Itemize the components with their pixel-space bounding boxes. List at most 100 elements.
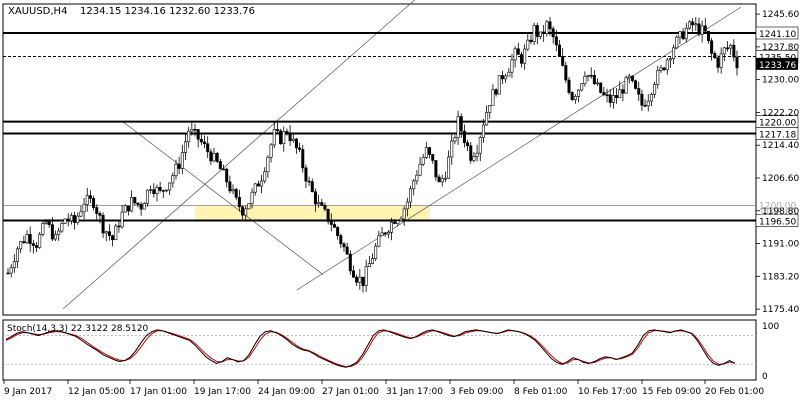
price-tick-label-7: 1191.00 — [762, 240, 799, 250]
candle-body — [428, 147, 432, 155]
candle-body — [611, 95, 615, 103]
candle-body — [193, 128, 197, 131]
candle-body — [554, 36, 558, 46]
candle-body — [294, 138, 298, 149]
candle-body — [136, 202, 140, 205]
candle-body — [402, 208, 406, 220]
candle-body — [244, 208, 248, 216]
candle-body — [57, 230, 61, 235]
candle-body — [624, 77, 628, 94]
candle-body — [713, 53, 717, 59]
candle-body — [158, 187, 162, 191]
candle-body — [615, 95, 619, 99]
candle-body — [672, 47, 676, 59]
candle-body — [710, 40, 714, 54]
candle-body — [386, 232, 390, 235]
candle-body — [735, 56, 739, 69]
candle-body — [260, 180, 264, 187]
candle-body — [291, 138, 295, 141]
chart-symbol: XAUUSD,H4 — [8, 6, 67, 17]
candle-body — [586, 75, 590, 77]
candle-body — [54, 234, 58, 240]
candle-body — [668, 58, 672, 61]
candle-body — [583, 76, 587, 85]
candle-body — [599, 82, 603, 93]
candle-body — [697, 23, 701, 35]
candle-body — [538, 31, 542, 37]
candle-body — [152, 189, 156, 195]
candle-body — [218, 161, 222, 170]
candle-body — [44, 221, 48, 224]
candle-body — [171, 175, 175, 184]
candle-body — [180, 152, 184, 169]
candle-body — [79, 211, 83, 217]
candle-body — [149, 189, 153, 191]
candle-body — [684, 27, 688, 40]
candle-body — [126, 205, 130, 212]
candle-body — [592, 75, 596, 85]
candle-body — [510, 59, 514, 73]
candle-body — [73, 215, 77, 223]
stoch-tick-0: 100 — [762, 322, 779, 332]
candle-body — [104, 231, 108, 234]
chart-ohlc: 1234.15 1234.16 1232.60 1233.76 — [80, 6, 255, 17]
candle-body — [361, 276, 365, 286]
level-label-2: 1220.00 — [759, 119, 796, 129]
candle-body — [659, 67, 663, 71]
candle-body — [481, 124, 485, 138]
price-tick-label-2: 1230.00 — [762, 76, 799, 86]
time-tick-label-7: 3 Feb 09:00 — [450, 387, 504, 397]
candle-body — [447, 156, 451, 179]
candle-body — [637, 88, 641, 95]
zone-rect — [195, 205, 430, 221]
candle-body — [485, 112, 489, 126]
candle-body — [234, 189, 238, 198]
candle-body — [646, 100, 650, 107]
candle-body — [123, 205, 127, 213]
candle-body — [551, 28, 555, 38]
candle-body — [241, 206, 245, 216]
candle-body — [678, 31, 682, 38]
candle-body — [177, 163, 181, 169]
stochastic-panel: Stoch(14,3,3) 22.3122 28.5120 100 0 — [3, 322, 779, 382]
candle-body — [28, 234, 32, 244]
time-tick-label-8: 8 Feb 01:00 — [514, 387, 568, 397]
candle-body — [504, 75, 508, 80]
candle-body — [88, 195, 92, 199]
candle-body — [263, 171, 267, 182]
candle-body — [253, 183, 257, 193]
candle-body — [643, 104, 647, 107]
candle-body — [380, 232, 384, 237]
candle-body — [500, 75, 504, 80]
time-tick-label-5: 27 Jan 01:00 — [322, 387, 379, 397]
candle-body — [687, 21, 691, 29]
candle-body — [431, 154, 435, 161]
level-label-0: 1241.10 — [759, 30, 796, 40]
candle-body — [462, 130, 466, 143]
candle-body — [558, 44, 562, 57]
candle-body — [174, 163, 178, 176]
candle-body — [466, 142, 470, 147]
candle-body — [256, 183, 260, 187]
candle-body — [209, 151, 213, 162]
candle-body — [567, 79, 571, 93]
current-price-tag — [756, 57, 798, 70]
candle-body — [114, 225, 118, 241]
candle-body — [453, 137, 457, 142]
candle-body — [523, 48, 527, 64]
candle-body — [649, 94, 653, 102]
candle-body — [573, 96, 577, 101]
candle-body — [351, 270, 355, 278]
candle-body — [279, 130, 283, 145]
candle-body — [63, 218, 67, 224]
candle-body — [47, 221, 51, 226]
candle-body — [640, 93, 644, 106]
candle-body — [665, 59, 669, 70]
candle-body — [577, 89, 581, 97]
candle-body — [596, 82, 600, 85]
candle-body — [12, 261, 16, 269]
candle-body — [120, 211, 124, 228]
candle-body — [732, 44, 736, 58]
